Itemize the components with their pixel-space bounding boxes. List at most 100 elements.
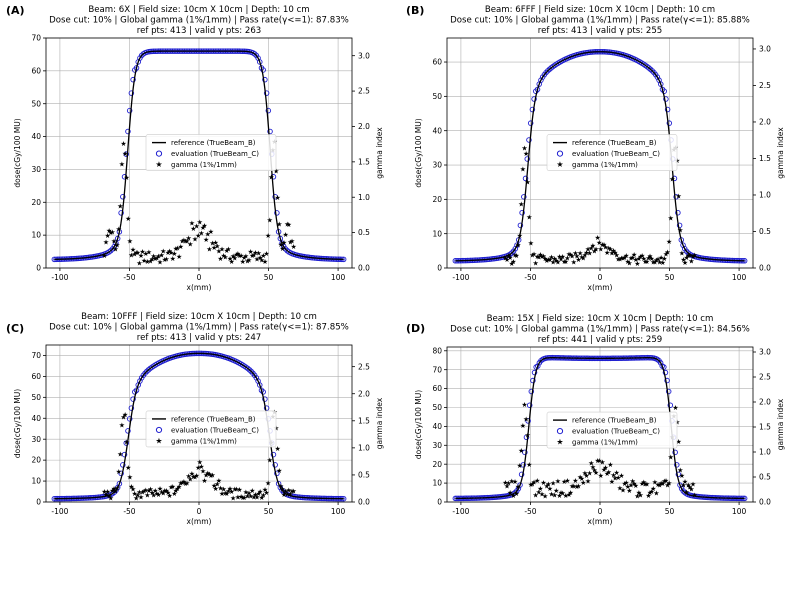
gamma-point: ★ [254,255,260,263]
gamma-point: ★ [181,237,187,245]
gamma-point: ★ [676,438,682,446]
gamma-point: ★ [192,473,198,481]
gamma-point: ★ [591,467,597,475]
gamma-series: ★★★★★★★★★★★★★★★★★★★★★★★★★★★★★★★★★★★★★★★★… [101,138,296,267]
gamma-point: ★ [265,232,271,240]
gamma-point: ★ [216,477,222,485]
gamma-point: ★ [661,478,667,486]
gamma-point: ★ [182,480,188,488]
gamma-point: ★ [190,473,196,481]
gamma-point: ★ [139,248,145,256]
panel-label: (B) [406,4,424,17]
gamma-point: ★ [233,251,239,259]
gamma-point: ★ [179,479,185,487]
gamma-point: ★ [529,251,535,259]
gamma-point: ★ [154,490,160,498]
x-tick-label: 100 [732,273,747,282]
gamma-point: ★ [645,492,651,500]
gamma-point: ★ [103,238,109,246]
gamma-point: ★ [607,245,613,253]
gamma-point: ★ [628,482,634,490]
evaluation-point [519,209,525,216]
gamma-point: ★ [112,245,118,253]
gamma-point: ★ [281,239,287,247]
gamma-point: ★ [233,486,239,494]
y2-tick-label: 3.0 [759,45,771,54]
gamma-point: ★ [222,489,228,497]
gamma-point: ★ [658,479,664,487]
gamma-point: ★ [174,485,180,493]
gamma-point: ★ [225,246,231,254]
gamma-point: ★ [195,464,201,472]
gamma-point: ★ [127,473,133,481]
gamma-point: ★ [155,491,161,499]
evaluation-point [528,388,535,395]
x-tick-label: -50 [123,273,135,282]
evaluation-point [661,88,667,94]
evaluation-point [535,363,541,369]
gamma-point: ★ [135,491,141,499]
gamma-point: ★ [182,238,188,246]
gamma-point: ★ [585,246,591,254]
gamma-point: ★ [267,217,273,225]
gamma-point: ★ [587,469,593,477]
gamma-point: ★ [275,445,281,453]
evaluation-point [248,368,254,375]
x-tick-label: -50 [123,507,135,516]
y2-tick-label: 1.5 [759,154,771,163]
gamma-point: ★ [141,257,147,265]
gamma-point: ★ [579,254,585,262]
gamma-point: ★ [120,140,126,148]
gamma-point: ★ [128,252,134,260]
legend-label-evaluation: evaluation (TrueBeam_C) [572,150,660,158]
gamma-point: ★ [677,227,683,235]
gamma-point: ★ [542,492,548,500]
y2-tick-label: 1.0 [759,448,771,457]
y-tick-label: 0 [437,264,442,273]
y2-axis-label: gamma index [375,397,384,449]
gamma-point: ★ [252,249,258,257]
gamma-point: ★ [629,478,635,486]
chart-title-line: Dose cut: 10% | Global gamma (1%/1mm) | … [450,325,750,335]
gamma-point: ★ [664,482,670,490]
gamma-point: ★ [149,256,155,264]
gamma-point: ★ [260,252,266,260]
gamma-point: ★ [166,492,172,500]
gamma-point: ★ [286,221,292,229]
gamma-point: ★ [528,481,534,489]
evaluation-point [272,194,278,200]
y2-axis-label: gamma index [776,398,785,450]
gamma-point: ★ [633,482,639,490]
legend-swatch-circle [155,150,163,157]
gamma-point: ★ [553,487,559,495]
y-axis-label: dose(cGy/100 MU) [13,389,22,458]
x-axis-label: x(mm) [187,517,212,526]
gamma-point: ★ [235,250,241,258]
gamma-point: ★ [281,491,287,499]
gamma-point: ★ [515,483,521,491]
panel-label: (A) [6,4,25,17]
gamma-point: ★ [507,489,513,497]
evaluation-point [253,375,260,381]
gamma-point: ★ [200,467,206,475]
gamma-point: ★ [620,254,626,262]
gamma-point: ★ [537,485,543,493]
gamma-point: ★ [141,488,147,496]
gamma-point: ★ [203,471,209,479]
gamma-point: ★ [566,251,572,259]
gamma-point: ★ [146,248,152,256]
legend-label-evaluation: evaluation (TrueBeam_C) [572,428,660,436]
gamma-point: ★ [208,228,214,236]
gamma-point: ★ [220,485,226,493]
gamma-point: ★ [101,252,107,260]
y-tick-label: 30 [432,441,442,450]
legend-label-gamma: gamma (1%/1mm) [171,161,237,169]
gamma-point: ★ [109,228,115,236]
gamma-point: ★ [569,253,575,261]
x-tick-label: 0 [598,507,603,516]
gamma-point: ★ [679,250,685,258]
gamma-point: ★ [209,472,215,480]
gamma-point: ★ [201,477,207,485]
gamma-point: ★ [224,490,230,498]
gamma-series: ★★★★★★★★★★★★★★★★★★★★★★★★★★★★★★★★★★★★★★★★… [502,401,697,501]
